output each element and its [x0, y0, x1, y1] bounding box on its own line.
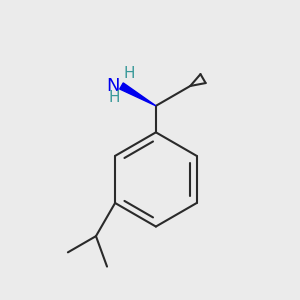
- Text: H: H: [108, 90, 120, 105]
- Polygon shape: [120, 83, 156, 106]
- Text: H: H: [123, 66, 135, 81]
- Text: N: N: [106, 77, 120, 95]
